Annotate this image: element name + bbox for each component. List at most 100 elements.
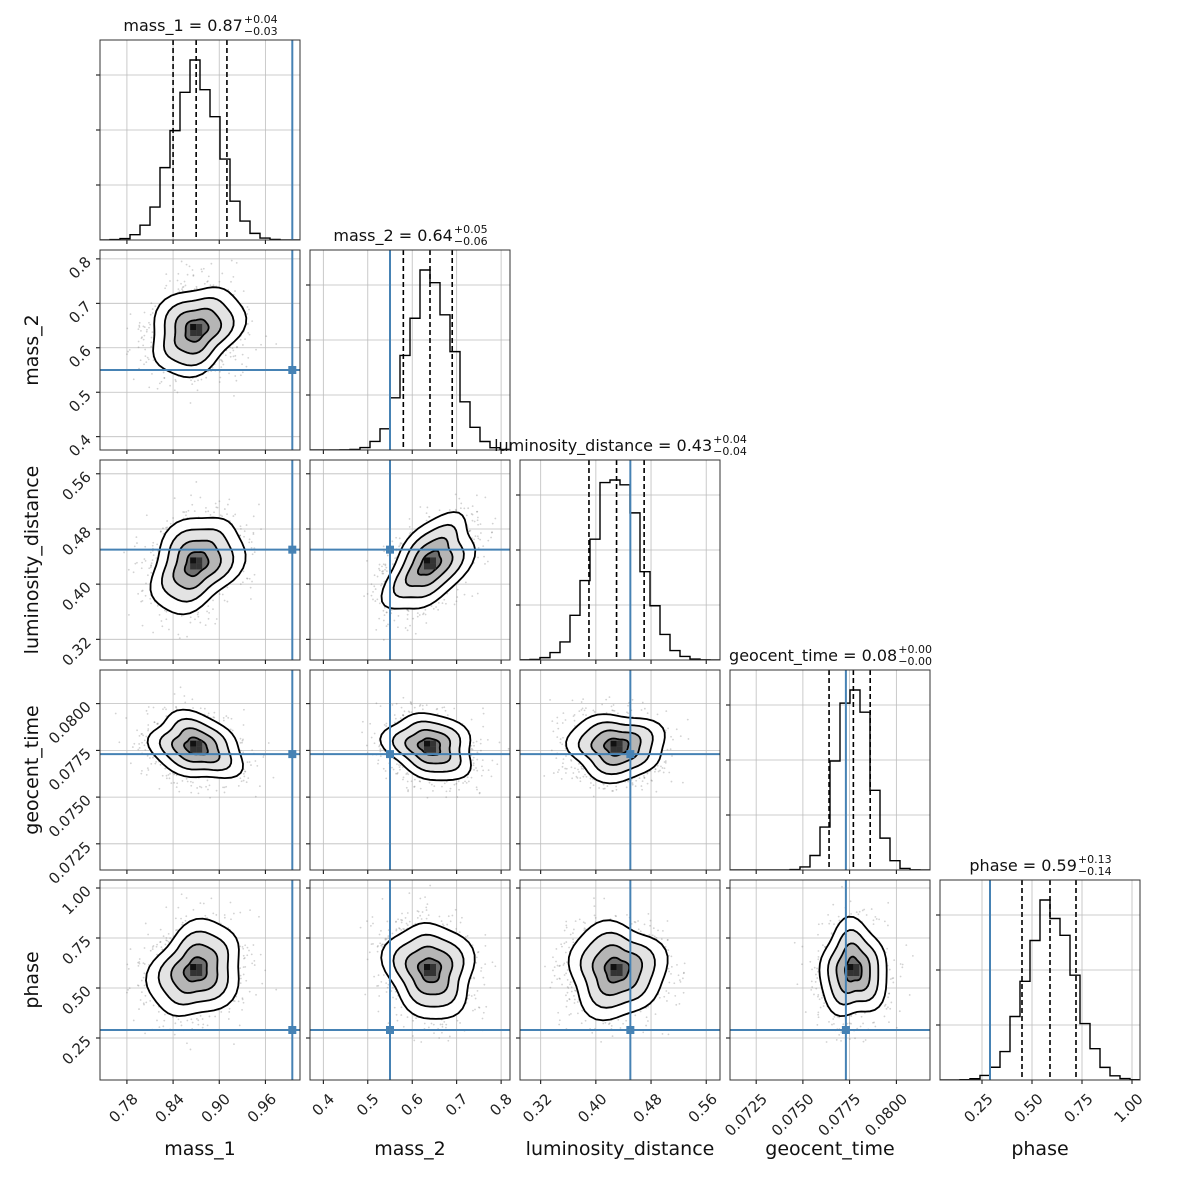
panel-background	[520, 460, 720, 660]
density-peak-pixel	[610, 740, 617, 747]
scatter-panel-luminosity_distance-geocent_time	[516, 669, 721, 874]
panel-title-upper-error: +0.05	[454, 223, 488, 236]
density-peak-pixel	[616, 740, 623, 747]
density-peak-pixel	[196, 746, 203, 753]
panel-title-upper-error: +0.04	[713, 433, 747, 446]
panel-title-main: luminosity_distance = 0.43	[494, 436, 712, 456]
x-tick-label: 0.56	[685, 1090, 721, 1126]
x-tick-label: 0.5	[353, 1090, 383, 1120]
x-axis-label-phase: phase	[1011, 1138, 1068, 1160]
density-peak-pixel	[196, 330, 203, 336]
injection-marker	[288, 366, 297, 374]
panel-frame	[729, 669, 931, 871]
scatter-panel-mass_1-geocent_time	[96, 669, 301, 874]
y-tick-label: 0.4	[65, 431, 95, 461]
injection-marker	[386, 1026, 394, 1034]
y-tick-label: 0.0775	[45, 744, 95, 794]
scatter-panel-luminosity_distance-phase	[516, 879, 721, 1084]
density-peak-pixel	[424, 970, 430, 976]
density-peak-pixel	[190, 557, 197, 564]
injection-marker	[386, 750, 394, 759]
x-tick-label: 0.32	[519, 1090, 555, 1126]
y-axis-label-phase: phase	[21, 951, 43, 1008]
density-peak-pixel	[610, 746, 617, 753]
injection-marker	[288, 750, 297, 759]
density-peak-pixel	[424, 964, 430, 970]
y-axis-label-geocent_time: geocent_time	[21, 705, 43, 834]
hist-panel-luminosity_distance	[516, 459, 721, 664]
y-tick-label: 0.40	[58, 578, 94, 614]
y-axis-label-mass_2: mass_2	[21, 314, 43, 386]
y-tick-label: 0.56	[58, 468, 94, 504]
y-tick-label: 0.0725	[45, 838, 95, 888]
x-tick-label: 0.40	[574, 1090, 610, 1126]
panel-frame	[309, 249, 511, 451]
density-peak-pixel	[430, 557, 436, 564]
scatter-panel-geocent_time-phase	[726, 879, 931, 1084]
injection-marker	[288, 1026, 297, 1034]
density-peak-pixel	[190, 330, 197, 336]
density-peak-pixel	[424, 746, 430, 753]
density-peak-pixel	[424, 563, 430, 570]
panel-title-phase: phase = 0.59 +0.13−0.14	[969, 853, 1111, 878]
panel-frame	[99, 249, 301, 451]
panel-title-lower-error: −0.14	[1078, 865, 1112, 878]
density-peak-pixel	[430, 970, 436, 976]
scatter-panel-mass_2-phase	[306, 879, 511, 1084]
y-tick-label: 0.5	[65, 386, 95, 416]
x-tick-label: 0.6	[397, 1090, 427, 1120]
scatter-panel-mass_2-geocent_time	[306, 669, 511, 874]
density-peak-pixel	[853, 964, 860, 970]
panel-title-lower-error: −0.00	[898, 655, 932, 668]
x-tick-label: 0.78	[105, 1090, 141, 1126]
panel-frame	[309, 459, 511, 661]
panel-title-upper-error: +0.04	[244, 13, 278, 26]
density-peak-pixel	[430, 740, 436, 747]
x-tick-label: 0.50	[1010, 1090, 1046, 1126]
panel-frame	[99, 879, 301, 1081]
x-axis-label-luminosity_distance: luminosity_distance	[526, 1138, 715, 1160]
y-tick-label: 1.00	[58, 882, 94, 918]
density-peak-pixel	[190, 740, 197, 747]
density-peak-pixel	[190, 970, 197, 976]
x-tick-label: 0.90	[198, 1090, 234, 1126]
panel-frame	[519, 879, 721, 1081]
panel-title-luminosity_distance: luminosity_distance = 0.43 +0.04−0.04	[494, 433, 747, 458]
y-tick-label: 0.8	[65, 253, 95, 283]
y-axis-label-luminosity_distance: luminosity_distance	[21, 466, 43, 655]
panel-title-lower-error: −0.06	[454, 235, 488, 248]
density-peak-pixel	[196, 964, 203, 970]
density-peak-pixel	[616, 970, 623, 976]
density-peak-pixel	[196, 970, 203, 976]
y-tick-label: 0.7	[65, 297, 95, 327]
panel-frame	[99, 669, 301, 871]
panel-title-lower-error: −0.04	[713, 445, 747, 458]
x-tick-label: 0.4	[308, 1090, 338, 1120]
density-peak-pixel	[616, 746, 623, 753]
scatter-panel-mass_1-phase	[96, 879, 301, 1084]
panel-title-upper-error: +0.13	[1078, 853, 1112, 866]
panel-frame	[519, 669, 721, 871]
hist-panel-geocent_time	[726, 669, 931, 874]
panel-title-main: mass_2 = 0.64	[333, 226, 452, 246]
density-peak-pixel	[847, 970, 854, 976]
histogram-step	[100, 59, 300, 240]
density-peak-pixel	[190, 964, 197, 970]
x-axis-label-mass_1: mass_1	[164, 1138, 236, 1160]
panel-frame	[309, 669, 511, 871]
y-tick-label: 0.75	[58, 932, 94, 968]
x-tick-label: 0.7	[442, 1090, 472, 1120]
panel-frame	[99, 39, 301, 241]
injection-marker	[626, 750, 635, 759]
density-peak-pixel	[610, 964, 617, 970]
histogram-step	[520, 479, 720, 660]
scatter-panel-mass_1-mass_2	[96, 249, 301, 454]
density-peak-pixel	[190, 324, 197, 330]
density-peak-pixel	[424, 557, 430, 564]
density-peak-pixel	[196, 563, 203, 570]
y-tick-label: 0.48	[58, 523, 94, 559]
histogram-step	[940, 899, 1140, 1080]
scatter-panel-mass_1-luminosity_distance	[96, 459, 301, 664]
panel-title-main: mass_1 = 0.87	[123, 16, 242, 36]
panel-title-geocent_time: geocent_time = 0.08 +0.00−0.00	[729, 643, 932, 668]
